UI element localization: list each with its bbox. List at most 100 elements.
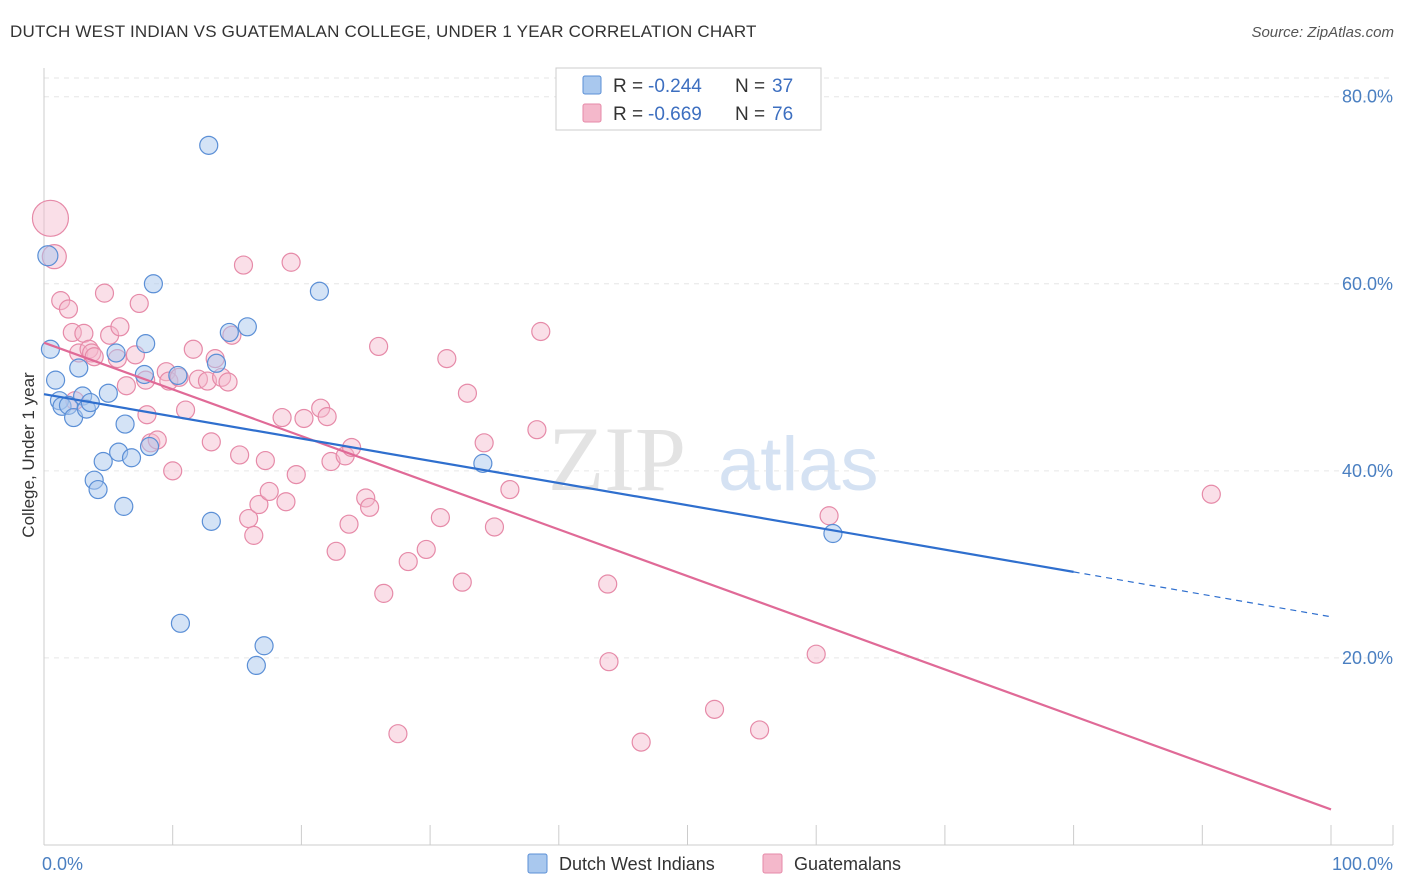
point-guatemalans <box>819 506 839 526</box>
legend-n-value-1: 37 <box>772 76 793 97</box>
legend-n-label-1: N = <box>735 76 765 97</box>
point-dutch-west-indians <box>309 281 330 301</box>
point-guatemalans <box>276 492 296 512</box>
bottom-legend: Dutch West Indians Guatemalans <box>527 853 901 874</box>
point-guatemalans <box>457 383 478 403</box>
point-guatemalans <box>230 445 250 465</box>
point-guatemalans <box>110 317 130 337</box>
point-dutch-west-indians <box>69 358 89 378</box>
grid-lines <box>44 77 1393 659</box>
point-dutch-west-indians <box>206 353 227 373</box>
point-guatemalans <box>31 199 70 237</box>
point-dutch-west-indians <box>170 613 191 633</box>
point-guatemalans <box>183 339 203 359</box>
point-guatemalans <box>197 371 218 391</box>
point-dutch-west-indians <box>237 317 257 337</box>
point-dutch-west-indians <box>93 451 113 472</box>
legend-n-label-2: N = <box>735 104 765 125</box>
point-guatemalans <box>201 432 221 452</box>
legend-r-value-2: -0.669 <box>648 104 702 125</box>
point-dutch-west-indians <box>168 365 188 386</box>
point-dutch-west-indians <box>254 636 274 656</box>
point-dutch-west-indians <box>114 496 134 516</box>
point-dutch-west-indians <box>115 414 135 434</box>
x-tick-label: 0.0% <box>42 854 83 874</box>
point-guatemalans <box>175 400 196 420</box>
y-axis-label: College, Under 1 year <box>19 372 38 538</box>
y-tick-label: 80.0% <box>1342 87 1393 107</box>
series-dutch-west-indians-points <box>37 135 843 676</box>
point-guatemalans <box>356 488 376 508</box>
bottom-legend-label-guatemalans: Guatemalans <box>794 854 901 874</box>
chart-source: Source: ZipAtlas.com <box>1251 24 1394 41</box>
point-guatemalans <box>1201 484 1221 504</box>
point-dutch-west-indians <box>45 370 66 390</box>
point-dutch-west-indians <box>473 453 493 473</box>
point-guatemalans <box>339 514 359 534</box>
point-dutch-west-indians <box>98 383 118 403</box>
point-dutch-west-indians <box>219 322 239 343</box>
point-guatemalans <box>598 574 618 594</box>
point-dutch-west-indians <box>136 334 156 354</box>
trend-line-guatemalans <box>43 341 1332 811</box>
point-guatemalans <box>430 508 450 528</box>
point-guatemalans <box>272 407 292 428</box>
y-tick-label: 60.0% <box>1342 274 1393 294</box>
bottom-legend-label-dutch: Dutch West Indians <box>559 854 715 874</box>
point-guatemalans <box>369 336 389 357</box>
trend-line-dutch-west-indians-extension <box>1073 571 1332 618</box>
point-guatemalans <box>326 541 346 561</box>
point-guatemalans <box>531 321 551 342</box>
watermark: ZIP atlas <box>548 408 879 510</box>
point-guatemalans <box>452 572 472 592</box>
point-guatemalans <box>437 349 457 369</box>
point-dutch-west-indians <box>199 135 219 155</box>
x-tick-labels: 0.0% 100.0% <box>42 854 1393 874</box>
legend-n-value-2: 76 <box>772 104 793 125</box>
point-guatemalans <box>806 644 826 664</box>
point-guatemalans <box>163 461 183 481</box>
point-guatemalans <box>244 525 264 545</box>
point-guatemalans <box>527 420 547 440</box>
point-guatemalans <box>259 481 279 502</box>
point-dutch-west-indians <box>201 511 221 531</box>
point-guatemalans <box>388 724 408 744</box>
point-guatemalans <box>484 517 505 537</box>
point-guatemalans <box>398 551 418 572</box>
legend-r-value-1: -0.244 <box>648 76 702 97</box>
x-tick-label: 100.0% <box>1332 854 1393 874</box>
y-tick-label: 20.0% <box>1342 648 1393 668</box>
point-guatemalans <box>137 405 157 425</box>
legend-r-label-2: R = <box>613 104 643 125</box>
point-guatemalans <box>749 720 770 740</box>
point-guatemalans <box>416 539 436 560</box>
watermark-atlas: atlas <box>718 422 879 507</box>
point-dutch-west-indians <box>246 655 266 676</box>
point-guatemalans <box>74 323 94 343</box>
point-dutch-west-indians <box>121 448 142 468</box>
y-tick-label: 40.0% <box>1342 461 1393 481</box>
bottom-legend-swatch-blue <box>527 853 548 874</box>
point-guatemalans <box>58 299 79 319</box>
point-dutch-west-indians <box>139 436 160 457</box>
point-guatemalans <box>129 293 149 314</box>
watermark-zip: ZIP <box>548 408 686 510</box>
y-tick-labels: 20.0% 40.0% 60.0% 80.0% <box>1342 87 1393 668</box>
point-dutch-west-indians <box>106 343 126 363</box>
bottom-legend-swatch-pink <box>762 853 783 874</box>
point-guatemalans <box>294 408 314 429</box>
point-guatemalans <box>281 252 301 272</box>
point-guatemalans <box>474 433 494 453</box>
point-dutch-west-indians <box>823 523 843 544</box>
point-guatemalans <box>116 376 136 396</box>
point-guatemalans <box>360 497 380 517</box>
legend-swatch-blue <box>582 75 602 95</box>
legend: R = -0.244 N = 37 R = -0.669 N = 76 <box>555 67 822 131</box>
trend-line-dutch-west-indians <box>43 393 1074 573</box>
point-guatemalans <box>317 407 337 427</box>
point-guatemalans <box>374 583 394 603</box>
trend-lines <box>43 341 1332 811</box>
point-guatemalans <box>704 699 725 719</box>
point-dutch-west-indians <box>134 364 154 385</box>
